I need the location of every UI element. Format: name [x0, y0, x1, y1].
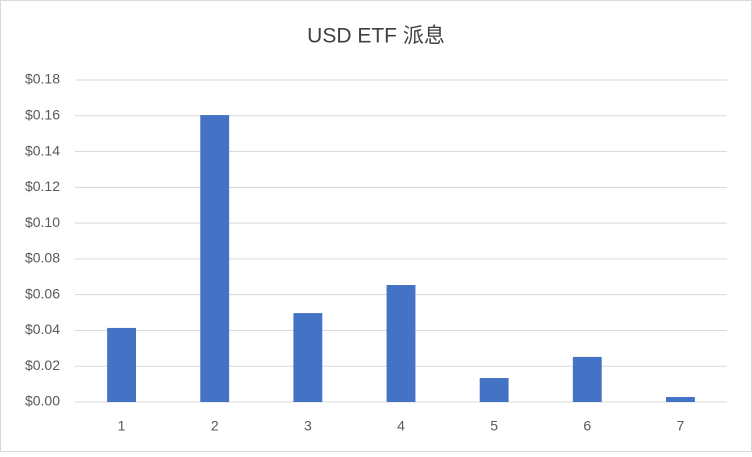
x-tick-label: 5 — [490, 418, 498, 434]
y-tick-label: $0.06 — [25, 285, 60, 301]
y-tick-label: $0.04 — [25, 321, 60, 337]
y-tick-label: $0.08 — [25, 250, 60, 266]
x-tick-label: 4 — [397, 418, 405, 434]
y-tick-label: $0.16 — [25, 106, 60, 122]
y-tick-label: $0.02 — [25, 357, 60, 373]
y-tick-label: $0.10 — [25, 214, 60, 230]
x-tick-label: 1 — [118, 418, 126, 434]
x-tick-label: 6 — [583, 418, 591, 434]
bar — [665, 396, 695, 402]
y-tick-label: $0.14 — [25, 142, 60, 158]
y-tick-label: $0.00 — [25, 393, 60, 409]
y-tick-label: $0.12 — [25, 178, 60, 194]
chart-title: USD ETF 派息 — [307, 25, 445, 48]
bar — [479, 378, 509, 402]
y-tick-label: $0.18 — [25, 71, 60, 87]
bar — [200, 115, 230, 402]
bar — [293, 313, 323, 402]
bar — [572, 356, 602, 402]
x-tick-label: 2 — [211, 418, 219, 434]
bar — [386, 285, 416, 402]
x-tick-label: 3 — [304, 418, 312, 434]
bar — [107, 327, 137, 402]
x-tick-label: 7 — [677, 418, 685, 434]
